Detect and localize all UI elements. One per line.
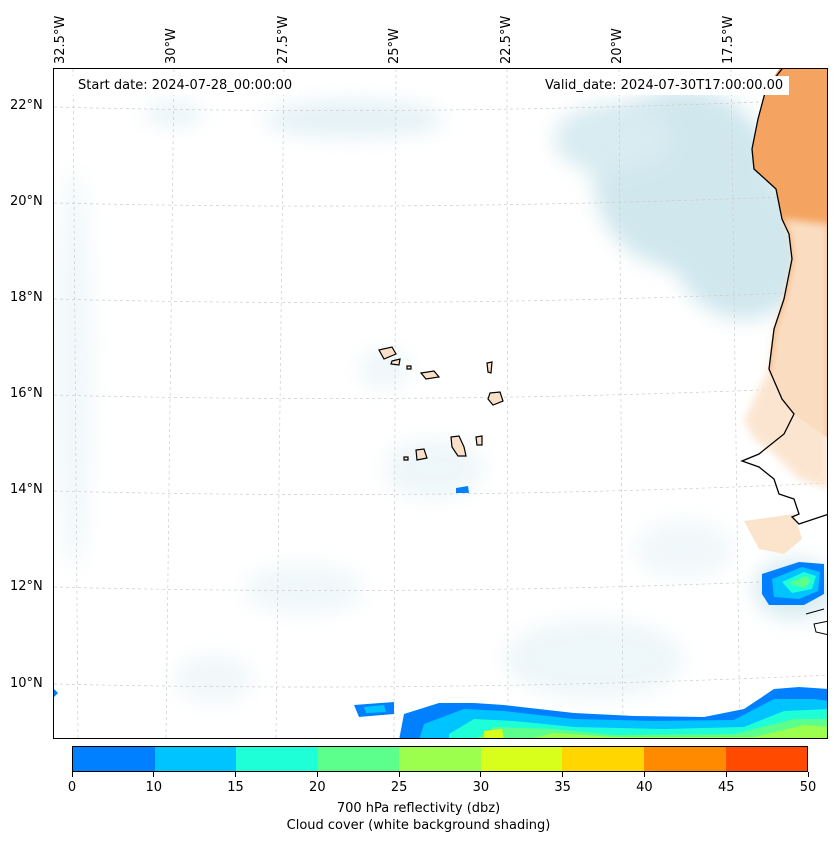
gridlines bbox=[54, 69, 827, 738]
map-panel bbox=[53, 68, 828, 739]
lon-label-20w: 20°W bbox=[610, 28, 625, 64]
colorbar-tick-label: 15 bbox=[227, 780, 244, 795]
colorbar-tick bbox=[725, 772, 727, 777]
cape-verde-islands bbox=[378, 346, 504, 461]
colorbar-tick-label: 10 bbox=[145, 780, 163, 795]
colorbar-segment bbox=[480, 747, 563, 771]
colorbar-tick-label: 20 bbox=[309, 780, 326, 795]
colorbar-segment bbox=[562, 747, 644, 771]
colorbar-tick-label: 35 bbox=[554, 780, 571, 795]
africa-landmass bbox=[740, 69, 827, 636]
lat-label-12n: 12°N bbox=[10, 579, 43, 594]
lat-label-22n: 22°N bbox=[10, 98, 43, 113]
colorbar-tick bbox=[807, 772, 809, 777]
reflectivity-contours bbox=[54, 486, 827, 738]
reflectivity-colorbar bbox=[72, 746, 808, 772]
lat-label-20n: 20°N bbox=[10, 194, 43, 209]
colorbar-tick-label: 0 bbox=[67, 780, 77, 795]
colorbar-tick bbox=[643, 772, 645, 777]
colorbar-tick bbox=[153, 772, 155, 777]
colorbar-subtitle: Cloud cover (white background shading) bbox=[286, 818, 551, 833]
colorbar-tick bbox=[235, 772, 237, 777]
lat-label-14n: 14°N bbox=[10, 482, 43, 497]
colorbar-segment bbox=[236, 747, 318, 771]
colorbar-tick bbox=[562, 772, 564, 777]
colorbar-tick-label: 30 bbox=[472, 780, 490, 795]
start-date-label: Start date: 2024-07-28_00:00:00 bbox=[72, 76, 299, 95]
colorbar-tick bbox=[480, 772, 482, 777]
lon-label-27-5w: 27.5°W bbox=[276, 15, 291, 64]
colorbar-title: 700 hPa reflectivity (dbz) bbox=[336, 801, 501, 816]
colorbar-segment bbox=[154, 747, 237, 771]
colorbar-tick bbox=[398, 772, 400, 777]
colorbar-segment bbox=[317, 747, 400, 771]
lon-label-22-5w: 22.5°W bbox=[499, 15, 514, 64]
lon-label-17-5w: 17.5°W bbox=[721, 15, 736, 64]
colorbar-tick-label: 25 bbox=[390, 780, 408, 795]
colorbar-segment bbox=[399, 747, 481, 771]
colorbar-tick bbox=[316, 772, 318, 777]
lon-label-32-5w: 32.5°W bbox=[53, 15, 68, 64]
lon-label-30w: 30°W bbox=[164, 28, 179, 64]
colorbar-segment bbox=[643, 747, 726, 771]
colorbar-tick-label: 45 bbox=[717, 780, 735, 795]
lat-label-10n: 10°N bbox=[10, 676, 43, 691]
lon-label-25w: 25°W bbox=[387, 28, 402, 64]
colorbar-tick-label: 40 bbox=[636, 780, 653, 795]
map-canvas bbox=[54, 69, 827, 738]
lat-label-18n: 18°N bbox=[10, 290, 43, 305]
cloud-cover-shading bbox=[54, 89, 827, 704]
colorbar-segment bbox=[725, 747, 808, 771]
valid-date-label: Valid_date: 2024-07-30T17:00:00.00 bbox=[539, 76, 790, 95]
colorbar-segment bbox=[73, 747, 155, 771]
colorbar-tick-label: 50 bbox=[799, 780, 817, 795]
colorbar-tick bbox=[71, 772, 73, 777]
lat-label-16n: 16°N bbox=[10, 386, 43, 401]
